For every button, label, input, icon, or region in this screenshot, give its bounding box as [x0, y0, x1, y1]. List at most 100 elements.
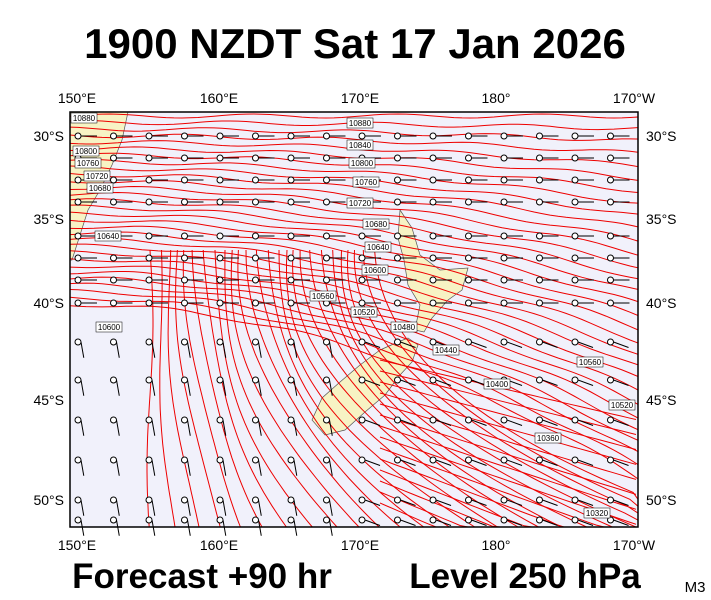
contour-line — [159, 249, 176, 528]
barb-station — [145, 376, 153, 384]
barb-shaft — [577, 519, 594, 526]
barb-shaft — [222, 341, 227, 358]
barb-shaft — [400, 379, 416, 386]
barb-station — [181, 132, 188, 140]
barb-shaft — [116, 341, 120, 358]
contour-line — [69, 265, 639, 405]
barb-shaft — [116, 419, 120, 436]
barb-shaft — [400, 419, 416, 426]
lon-label-top: 150°E — [58, 90, 96, 106]
lon-label-bottom: 180° — [482, 537, 511, 553]
contour-label-box — [86, 182, 114, 194]
barb-station — [74, 232, 82, 240]
contour-line — [167, 249, 200, 528]
barb-shaft — [116, 519, 120, 536]
barb-shaft — [293, 499, 298, 516]
barb-station — [607, 132, 614, 140]
barb-station — [287, 232, 295, 240]
contour-label: 10520 — [611, 401, 634, 410]
barb-shaft — [116, 379, 120, 396]
barb-shaft — [80, 459, 85, 476]
barb-station — [571, 496, 579, 504]
barb-station — [252, 338, 259, 346]
barb-station — [287, 516, 295, 524]
barb-shaft — [364, 341, 381, 348]
contour-label-box — [74, 157, 102, 169]
barb-shaft — [258, 459, 262, 476]
barb-shaft — [293, 519, 298, 536]
barb-station — [465, 154, 472, 162]
contour-label: 10720 — [86, 172, 109, 181]
barb-station — [181, 276, 188, 284]
barb-shaft — [506, 459, 523, 466]
barb-station — [465, 232, 472, 240]
barb-station — [145, 132, 153, 140]
contour-line — [379, 414, 637, 495]
barb-station — [358, 496, 366, 504]
contour-label: 10680 — [365, 220, 388, 229]
barb-station — [607, 496, 614, 504]
barb-station — [110, 132, 117, 140]
barb-station — [394, 496, 401, 504]
barb-shaft — [258, 499, 262, 516]
barb-station — [110, 416, 117, 424]
lat-label-right: 30°S — [646, 128, 677, 144]
barb-shaft — [293, 459, 298, 476]
barb-station — [536, 299, 543, 307]
barb-shaft — [329, 341, 333, 358]
contour-label: 10640 — [367, 243, 390, 252]
barb-station — [536, 376, 543, 384]
barb-shaft — [80, 419, 85, 436]
barb-shaft — [151, 419, 156, 436]
barb-station — [358, 376, 366, 384]
barb-station — [429, 416, 437, 424]
barb-station — [323, 232, 330, 240]
barb-shaft — [542, 499, 558, 506]
barb-station — [252, 516, 259, 524]
contour-label-box — [352, 176, 380, 188]
barb-station — [465, 132, 472, 140]
contour-line — [69, 113, 639, 119]
barb-shaft — [577, 419, 594, 426]
barb-station — [429, 496, 437, 504]
barb-shaft — [613, 499, 629, 506]
contour-line — [286, 249, 498, 528]
contour-label: 10560 — [312, 292, 335, 301]
barb-station — [429, 154, 437, 162]
barb-station — [571, 299, 579, 307]
contour-label: 10800 — [351, 159, 374, 168]
barb-station — [323, 376, 330, 384]
contour-line — [299, 250, 539, 528]
barb-shaft — [506, 419, 523, 426]
barb-shaft — [542, 341, 558, 348]
barb-shaft — [187, 459, 191, 476]
barb-station — [252, 132, 259, 140]
contour-line — [340, 249, 637, 528]
barb-shaft — [187, 419, 191, 436]
contour-line — [214, 249, 313, 528]
contour-line — [346, 249, 639, 527]
barb-station — [607, 456, 614, 464]
barb-station — [74, 376, 82, 384]
barb-shaft — [577, 341, 594, 348]
barb-station — [607, 276, 614, 284]
barb-shaft — [506, 499, 523, 506]
contour-label: 10880 — [73, 114, 96, 123]
barb-station — [465, 416, 472, 424]
contour-line — [255, 249, 424, 528]
barb-shaft — [329, 519, 333, 536]
barb-station — [429, 176, 437, 184]
barb-station — [571, 176, 579, 184]
barb-shaft — [187, 519, 191, 536]
barb-station — [216, 516, 224, 524]
barb-station — [500, 176, 508, 184]
barb-station — [536, 154, 543, 162]
barb-station — [429, 376, 437, 384]
axes: 150°E 150°E 160°E 160°E 170°E 170°E 180° 180° 17… — [33, 90, 676, 553]
contour-label-box — [95, 321, 123, 333]
contour-line — [292, 249, 519, 528]
barb-station — [607, 416, 614, 424]
barb-station — [358, 516, 366, 524]
barb-shaft — [364, 519, 381, 526]
